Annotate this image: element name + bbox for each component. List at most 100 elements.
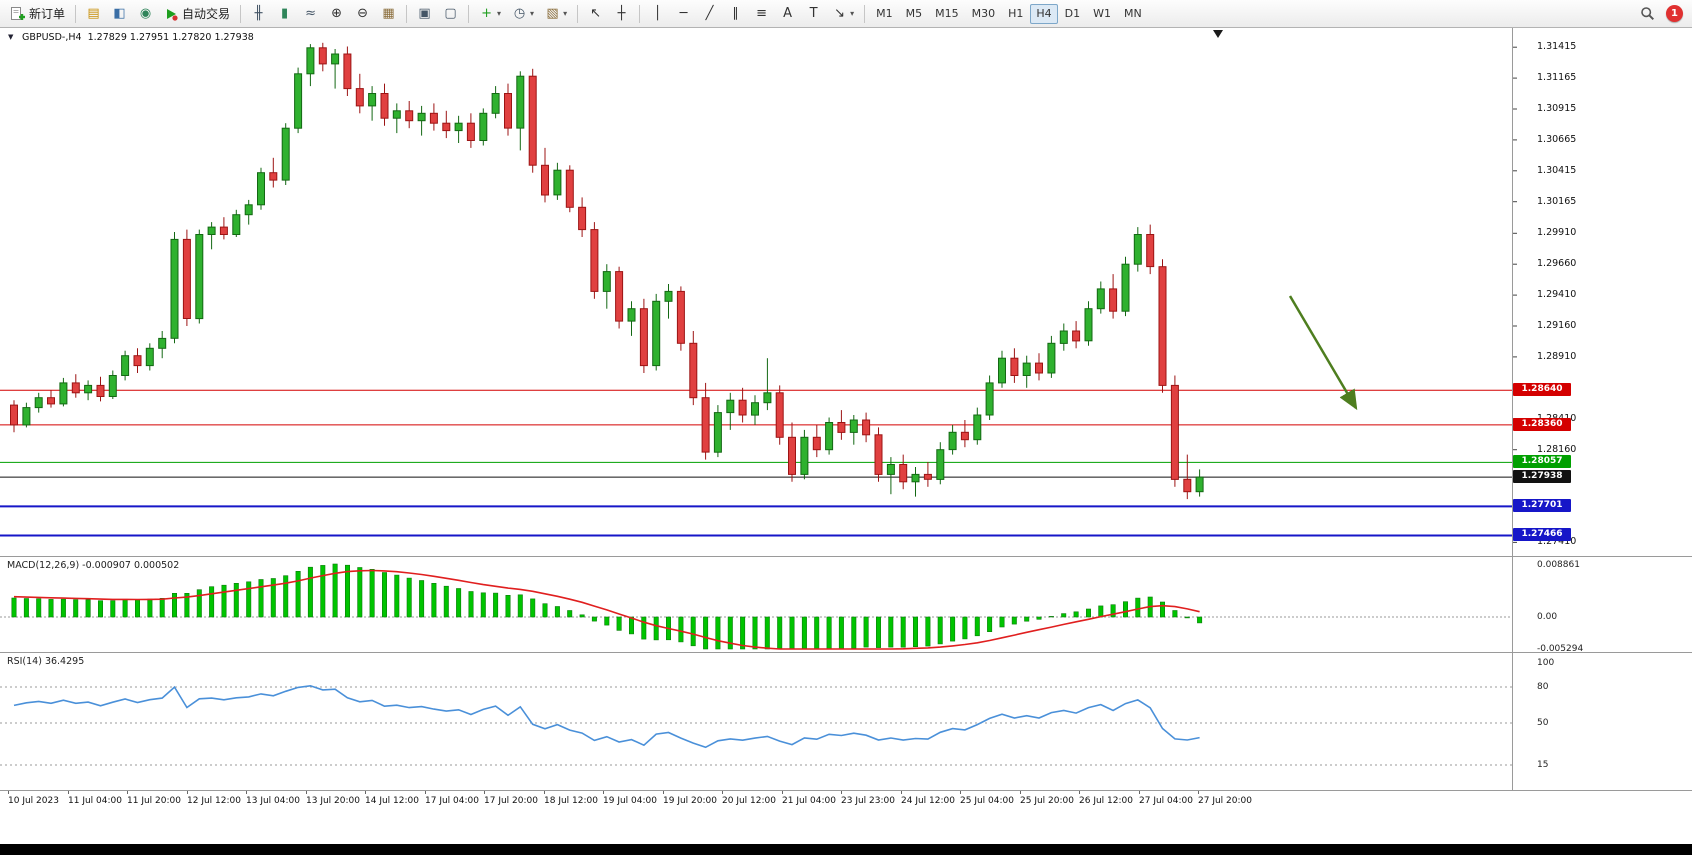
crosshair-icon[interactable]: ┼ xyxy=(609,2,634,25)
search-button[interactable] xyxy=(1635,2,1660,25)
text-label-icon[interactable]: T xyxy=(801,2,826,25)
text-icon[interactable]: A xyxy=(775,2,800,25)
timeframe-H1[interactable]: H1 xyxy=(1002,4,1029,24)
rsi-label: RSI(14) 36.4295 xyxy=(7,656,85,667)
scroll-marker-icon xyxy=(1213,30,1223,38)
bar-chart-icon[interactable]: ╫ xyxy=(246,2,271,25)
time-label: 13 Jul 04:00 xyxy=(246,796,300,806)
horizontal-line-icon[interactable]: ─ xyxy=(671,2,696,25)
time-label: 19 Jul 20:00 xyxy=(663,796,717,806)
price-level-tag: 1.27701 xyxy=(1513,499,1571,512)
time-tick xyxy=(841,791,842,794)
time-tick xyxy=(484,791,485,794)
price-tick: 1.30415 xyxy=(1537,165,1577,176)
price-tick: 1.29160 xyxy=(1537,320,1577,331)
rsi-chart[interactable] xyxy=(0,653,1692,790)
price-tick: 1.29660 xyxy=(1537,258,1577,269)
timeframe-MN[interactable]: MN xyxy=(1118,4,1148,24)
time-label: 19 Jul 04:00 xyxy=(603,796,657,806)
timeframe-M5[interactable]: M5 xyxy=(900,4,929,24)
fibonacci-retracement-icon[interactable]: ≡ xyxy=(749,2,774,25)
chart-shift-icon[interactable]: ▢ xyxy=(438,2,463,25)
time-label: 27 Jul 04:00 xyxy=(1139,796,1193,806)
time-axis[interactable]: 10 Jul 2023 11 Jul 04:00 11 Jul 20:00 12 Ju… xyxy=(0,790,1692,812)
time-tick xyxy=(1198,791,1199,794)
auto-scroll-icon[interactable]: ▣ xyxy=(412,2,437,25)
data-window-icon[interactable]: ◧ xyxy=(107,2,132,25)
arrow-objects-icon[interactable]: ↘ ▾ xyxy=(827,2,859,25)
macd-chart[interactable] xyxy=(0,557,1692,652)
time-tick xyxy=(127,791,128,794)
candlestick-chart-icon[interactable]: ▮ xyxy=(272,2,297,25)
cursor-icon[interactable]: ↖ xyxy=(583,2,608,25)
price-level-tag: 1.27938 xyxy=(1513,470,1571,483)
time-tick xyxy=(782,791,783,794)
auto-trading-button[interactable]: 自动交易 xyxy=(159,2,235,25)
zoom-in-icon[interactable]: ⊕ xyxy=(324,2,349,25)
time-label: 21 Jul 04:00 xyxy=(782,796,836,806)
timeframe-M1[interactable]: M1 xyxy=(870,4,899,24)
periods-icon[interactable]: ◷ ▾ xyxy=(507,2,539,25)
new-order-button[interactable]: 新订单 xyxy=(5,2,70,25)
trendline-icon[interactable]: ╱ xyxy=(697,2,722,25)
trend-arrow-annotation[interactable] xyxy=(1288,295,1358,411)
navigator-icon[interactable]: ◉ xyxy=(133,2,158,25)
price-chart-pane[interactable]: ▼ GBPUSD-,H4 1.27829 1.27951 1.27820 1.2… xyxy=(0,28,1692,556)
time-label: 18 Jul 12:00 xyxy=(544,796,598,806)
zoom-out-icon[interactable]: ⊖ xyxy=(350,2,375,25)
time-label: 27 Jul 20:00 xyxy=(1198,796,1252,806)
time-tick xyxy=(603,791,604,794)
time-tick xyxy=(425,791,426,794)
market-watch-icon[interactable]: ▤ xyxy=(81,2,106,25)
time-label: 17 Jul 20:00 xyxy=(484,796,538,806)
rsi-axis-tick: 50 xyxy=(1537,718,1549,728)
vertical-line-icon[interactable]: │ xyxy=(645,2,670,25)
price-tick: 1.28160 xyxy=(1537,444,1577,455)
time-label: 13 Jul 20:00 xyxy=(306,796,360,806)
auto-trading-icon xyxy=(167,8,178,21)
price-tick: 1.28910 xyxy=(1537,351,1577,362)
price-tick: 1.30165 xyxy=(1537,196,1577,207)
macd-pane[interactable]: MACD(12,26,9) -0.000907 0.000502 0.00886… xyxy=(0,556,1692,654)
time-label: 14 Jul 12:00 xyxy=(365,796,419,806)
templates-icon[interactable]: ▧ ▾ xyxy=(540,2,572,25)
time-tick xyxy=(544,791,545,794)
indicators-icon[interactable]: + ▾ xyxy=(474,2,506,25)
timeframe-W1[interactable]: W1 xyxy=(1087,4,1117,24)
price-tick: 1.29910 xyxy=(1537,227,1577,238)
price-tick: 1.30915 xyxy=(1537,103,1577,114)
macd-axis-tick: -0.005294 xyxy=(1537,644,1584,654)
toolbar-group-tools: + ▾ ◷ ▾ ▧ ▾ xyxy=(474,2,572,25)
price-axis[interactable]: 1.31415 1.31165 1.30915 1.30665 1.30415 1.301… xyxy=(1513,28,1692,556)
toolbar-separator xyxy=(864,4,866,23)
toolbar-group-zoom: ⊕ ⊖ ▦ xyxy=(324,2,401,25)
equidistant-channel-icon[interactable]: ∥ xyxy=(723,2,748,25)
rsi-axis-tick: 15 xyxy=(1537,760,1549,770)
notification-badge[interactable]: 1 xyxy=(1666,5,1683,22)
timeframe-D1[interactable]: D1 xyxy=(1059,4,1086,24)
time-tick xyxy=(901,791,902,794)
toolbar-group-windows: ▣ ▢ xyxy=(412,2,463,25)
rsi-pane[interactable]: RSI(14) 36.4295 100 80 50 15 xyxy=(0,652,1692,790)
price-tick: 1.31165 xyxy=(1537,72,1577,83)
time-tick xyxy=(722,791,723,794)
new-order-label: 新订单 xyxy=(29,7,66,21)
time-tick xyxy=(663,791,664,794)
toolbar-separator xyxy=(75,4,77,23)
time-label: 11 Jul 04:00 xyxy=(68,796,122,806)
new-order-icon xyxy=(11,7,25,20)
candlestick-chart[interactable] xyxy=(0,28,1692,556)
time-tick xyxy=(1020,791,1021,794)
line-chart-icon[interactable]: ≈ xyxy=(298,2,323,25)
rsi-line xyxy=(13,684,1200,749)
timeframe-M30[interactable]: M30 xyxy=(966,4,1002,24)
toolbar-group-draw: │ ─ ╱ ∥ ≡ A T ↘ ▾ xyxy=(645,2,859,25)
symbol-menu-icon[interactable]: ▼ xyxy=(8,33,14,41)
tile-windows-icon[interactable]: ▦ xyxy=(376,2,401,25)
price-level-tag: 1.28640 xyxy=(1513,383,1571,396)
timeframe-H4[interactable]: H4 xyxy=(1030,3,1058,24)
timeframe-group: M1 M5 M15 M30 H1 H4 D1 W1 MN xyxy=(870,3,1148,24)
toolbar-separator xyxy=(639,4,641,23)
timeframe-M15[interactable]: M15 xyxy=(929,4,965,24)
time-tick xyxy=(960,791,961,794)
